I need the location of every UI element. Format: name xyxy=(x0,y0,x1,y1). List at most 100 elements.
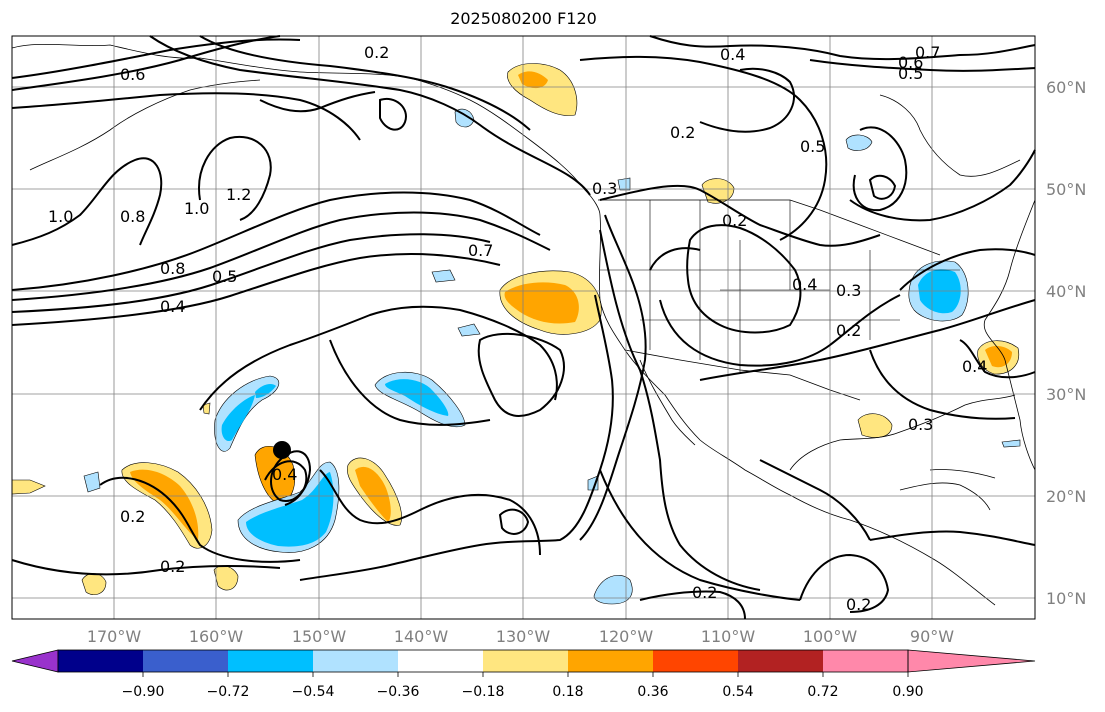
contour-label: 0.6 xyxy=(898,53,923,72)
contour-label: 0.4 xyxy=(160,297,185,316)
lat-label: 10°N xyxy=(1046,589,1086,608)
shade-hudson xyxy=(845,134,873,151)
colorbar-tick-label: 0.18 xyxy=(552,684,583,700)
contour-label: 0.5 xyxy=(800,137,825,156)
lon-labels: 170°W 160°W 150°W 140°W 130°W 120°W 110°… xyxy=(87,627,954,646)
colorbar-tick-label: −0.36 xyxy=(377,684,420,700)
contour-label: 0.5 xyxy=(898,64,923,83)
lat-labels: 60°N 50°N 40°N 30°N 20°N 10°N xyxy=(1046,78,1086,608)
shade-hawaii-ring-core2 xyxy=(255,384,276,398)
colorbar-swatch xyxy=(398,650,483,672)
shade-us-north xyxy=(701,178,735,204)
contour-label: 0.4 xyxy=(962,357,987,376)
contours xyxy=(11,35,1036,620)
contour-label: 0.3 xyxy=(836,281,861,300)
lon-label: 130°W xyxy=(496,627,551,646)
storm-center-marker xyxy=(273,441,291,459)
colorbar-tick-label: −0.72 xyxy=(207,684,250,700)
contour-label: 0.2 xyxy=(364,43,389,62)
lon-label: 150°W xyxy=(292,627,347,646)
colorbar-swatch xyxy=(738,650,823,672)
lat-label: 50°N xyxy=(1046,180,1086,199)
shade-hawaii-west-core xyxy=(130,469,199,540)
lon-label: 100°W xyxy=(803,627,858,646)
map-title: 2025080200 F120 xyxy=(450,9,597,28)
coast-east xyxy=(983,199,1036,471)
contour-label: 0.2 xyxy=(722,211,747,230)
contour-label: 0.2 xyxy=(120,507,145,526)
colorbar-swatch xyxy=(228,650,313,672)
colorbar-swatch xyxy=(823,650,908,672)
lat-label: 60°N xyxy=(1046,78,1086,97)
contour-label: 0.2 xyxy=(670,123,695,142)
contour-label: 0.6 xyxy=(120,65,145,84)
contour-label: 0.8 xyxy=(160,259,185,278)
lon-label: 140°W xyxy=(394,627,449,646)
contour-label: 0.8 xyxy=(120,207,145,226)
shade-storm-south-core xyxy=(246,472,334,547)
lat-label: 40°N xyxy=(1046,282,1086,301)
colorbar-tick-label: 0.54 xyxy=(722,684,753,700)
shade-small-h xyxy=(587,475,599,491)
lon-label: 120°W xyxy=(599,627,654,646)
shade-gulf xyxy=(857,413,893,438)
lon-label: 160°W xyxy=(189,627,244,646)
coast-cuba xyxy=(929,469,996,479)
shade-eastpac xyxy=(593,575,633,605)
colorbar-swatch xyxy=(313,650,398,672)
lon-label: 90°W xyxy=(910,627,954,646)
shade-small-e xyxy=(431,269,456,283)
shade-small-d xyxy=(202,402,211,415)
shade-east-band-core xyxy=(355,466,391,522)
shade-small-j xyxy=(1001,439,1021,448)
contour-label: 0.4 xyxy=(792,275,817,294)
colorbar-tick-label: 0.36 xyxy=(637,684,668,700)
coast-hudson xyxy=(879,94,1021,177)
lon-label: 170°W xyxy=(87,627,142,646)
colorbar-extend-high xyxy=(907,649,1036,673)
colorbar: −0.90 −0.72 −0.54 −0.36 −0.18 0.18 0.36 … xyxy=(11,649,1036,700)
contour-label: 0.7 xyxy=(915,43,940,62)
map-frame xyxy=(11,35,1036,620)
colorbar-tick-label: −0.90 xyxy=(122,684,165,700)
coast-alaska xyxy=(11,43,601,216)
contour-label: 0.2 xyxy=(836,321,861,340)
lon-label: 110°W xyxy=(701,627,756,646)
colorbar-tick-label: −0.54 xyxy=(292,684,335,700)
border-us-mexico xyxy=(624,349,861,401)
contour-label: 0.3 xyxy=(908,415,933,434)
colorbar-swatch xyxy=(483,650,568,672)
shade-hawaii-ring-core xyxy=(221,395,255,442)
contour-label: 0.7 xyxy=(468,241,493,260)
contour-label: 0.3 xyxy=(592,179,617,198)
shade-small-g xyxy=(83,471,101,493)
coastlines xyxy=(11,43,1036,606)
contour-label: 1.0 xyxy=(48,207,73,226)
coast-alaska-pen xyxy=(29,79,261,171)
colorbar-swatch xyxy=(143,650,228,672)
colorbar-swatch xyxy=(58,650,143,672)
shade-small-i xyxy=(617,177,631,191)
contour-label: 0.4 xyxy=(272,465,297,484)
gridlines xyxy=(12,36,1035,619)
contour-label: 0.5 xyxy=(212,267,237,286)
colorbar-swatch xyxy=(568,650,653,672)
contour-label-group: 0.2 0.6 0.4 0.7 0.5 0.6 0.2 0.8 1.0 1.2 … xyxy=(48,43,987,614)
colorbar-tick-label: −0.18 xyxy=(462,684,505,700)
coast-yucatan xyxy=(899,482,991,511)
shade-bc-coast-core xyxy=(518,71,548,89)
colorbar-extend-low xyxy=(11,649,59,673)
contour-label: 1.2 xyxy=(226,185,251,204)
shade-small-f xyxy=(457,323,481,337)
shade-pacific-band-core xyxy=(385,379,449,416)
contour-label: 0.2 xyxy=(846,595,871,614)
contour-label: 0.2 xyxy=(160,557,185,576)
contour-label: 0.2 xyxy=(692,583,717,602)
colorbar-tick-label: 0.90 xyxy=(892,684,923,700)
contour-label: 0.4 xyxy=(720,45,745,64)
lat-label: 20°N xyxy=(1046,487,1086,506)
border-us-canada xyxy=(598,199,941,256)
coast-west xyxy=(599,214,996,606)
colorbar-tick-label: 0.72 xyxy=(807,684,838,700)
